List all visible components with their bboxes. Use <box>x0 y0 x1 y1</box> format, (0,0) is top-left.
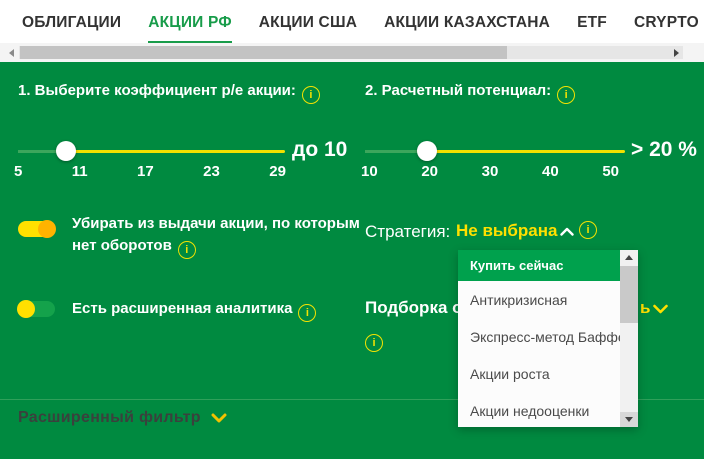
potential-tick: 30 <box>481 163 499 180</box>
info-icon[interactable]: i <box>177 241 196 259</box>
dropdown-item-buffett[interactable]: Экспресс-метод Баффета <box>470 328 638 345</box>
potential-tick: 50 <box>602 163 619 180</box>
scroll-left-icon[interactable] <box>9 49 14 57</box>
dropdown-item-growth[interactable]: Акции роста <box>470 365 550 382</box>
dropdown-item-anticrisis[interactable]: Антикризисная <box>470 291 568 308</box>
tab-etf[interactable]: ETF <box>577 14 607 31</box>
pe-scale: 5 11 17 23 29 <box>14 163 286 180</box>
potential-tick: 20 <box>421 163 439 180</box>
horizontal-scrollbar[interactable] <box>0 43 704 62</box>
tab-crypto[interactable]: CRYPTO <box>633 14 699 31</box>
pe-slider[interactable] <box>18 141 285 161</box>
chevron-down-icon <box>211 413 227 423</box>
chevron-down-icon[interactable] <box>653 304 668 314</box>
info-icon[interactable]: i <box>557 86 576 104</box>
toggle-knob[interactable] <box>38 220 56 238</box>
dropdown-scrollbar-thumb[interactable] <box>620 266 638 323</box>
pe-filter-label: 1. Выберите коэффициент p/e акции: i <box>18 82 320 104</box>
strategy-dropdown: Купить сейчас Антикризисная Экспресс-мет… <box>458 250 638 427</box>
scroll-up-icon[interactable] <box>620 250 638 265</box>
podborka-value-tail[interactable]: ь <box>640 298 651 317</box>
pe-slider-fill <box>18 150 66 153</box>
chevron-up-icon[interactable] <box>560 227 574 236</box>
dropdown-item-buy-now[interactable]: Купить сейчас <box>458 250 620 281</box>
info-icon[interactable]: i <box>579 221 597 239</box>
scrollbar-thumb[interactable] <box>20 46 507 59</box>
pe-tick: 11 <box>71 163 88 180</box>
pe-tick: 23 <box>203 163 220 180</box>
potential-scale: 10 20 30 40 50 <box>361 163 619 180</box>
pe-slider-handle[interactable] <box>56 141 76 161</box>
dropdown-scrollbar[interactable] <box>620 250 638 427</box>
analytics-label: Есть расширенная аналитика i <box>72 298 317 322</box>
info-icon[interactable]: i <box>301 86 320 104</box>
tab-stocks-rf[interactable]: АКЦИИ РФ <box>148 0 232 44</box>
no-turnover-toggle[interactable] <box>18 220 56 238</box>
pe-tick: 29 <box>269 163 286 180</box>
advanced-filter-button[interactable]: Расширенный фильтр <box>18 409 227 427</box>
strategy-dropdown-list: Купить сейчас Антикризисная Экспресс-мет… <box>458 250 638 427</box>
podborka-label: Подборка от <box>365 298 471 317</box>
asset-class-tabs: ОБЛИГАЦИИ АКЦИИ РФ АКЦИИ США АКЦИИ КАЗАХ… <box>0 0 704 44</box>
filter-panel: 1. Выберите коэффициент p/e акции: i до 1… <box>0 62 704 459</box>
potential-slider[interactable] <box>365 141 625 161</box>
section-divider <box>0 399 704 400</box>
potential-slider-fill <box>365 150 427 153</box>
potential-tick: 40 <box>541 163 559 180</box>
strategy-value[interactable]: Не выбрана <box>456 221 558 240</box>
tab-bonds[interactable]: ОБЛИГАЦИИ <box>22 14 122 31</box>
pe-tick: 5 <box>14 163 23 180</box>
no-turnover-label: Убирать из выдачи акции, по которым нет … <box>72 213 372 259</box>
analytics-toggle[interactable] <box>17 300 55 318</box>
potential-filter-label: 2. Расчетный потенциал: i <box>365 82 576 104</box>
potential-value: > 20 % <box>631 138 697 161</box>
tab-stocks-kz[interactable]: АКЦИИ КАЗАХСТАНА <box>384 14 551 31</box>
scroll-right-icon[interactable] <box>674 49 679 57</box>
info-icon[interactable]: i <box>298 304 317 322</box>
pe-value: до 10 <box>292 138 348 161</box>
toggle-knob[interactable] <box>17 300 35 318</box>
dropdown-item-undervalued[interactable]: Акции недооценки <box>470 402 590 419</box>
tab-stocks-usa[interactable]: АКЦИИ США <box>258 14 358 31</box>
potential-tick: 10 <box>361 163 378 180</box>
info-icon[interactable]: i <box>365 334 383 352</box>
scroll-down-icon[interactable] <box>620 412 638 427</box>
pe-tick: 17 <box>137 163 154 180</box>
potential-slider-handle[interactable] <box>417 141 437 161</box>
strategy-label: Стратегия: <box>365 222 451 241</box>
